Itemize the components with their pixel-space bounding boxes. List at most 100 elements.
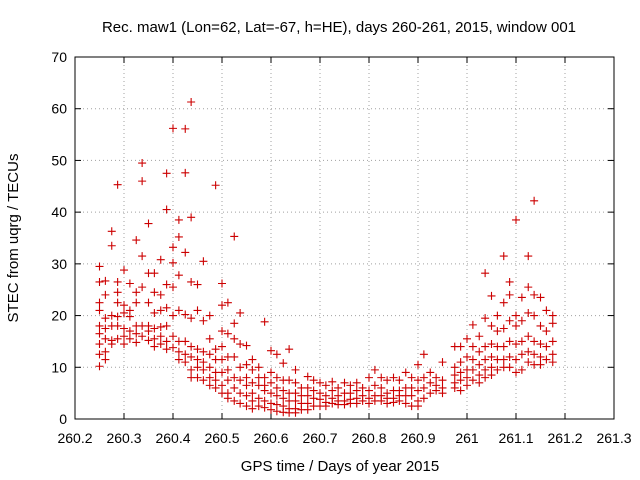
data-point [401, 368, 410, 377]
data-point [426, 389, 435, 398]
data-point [365, 399, 373, 408]
data-point [463, 334, 471, 343]
data-point [548, 311, 557, 320]
data-point [530, 290, 539, 299]
data-point [242, 381, 251, 390]
data-point [450, 371, 459, 380]
data-point [113, 298, 122, 307]
data-point [493, 327, 502, 336]
data-point [395, 376, 404, 385]
data-point [150, 334, 159, 343]
data-point [125, 327, 134, 336]
data-point [487, 340, 496, 349]
data-point [138, 332, 147, 341]
data-point [174, 215, 183, 224]
data-point [138, 283, 147, 292]
data-point [309, 376, 318, 385]
data-point [120, 266, 128, 275]
data-point [218, 381, 226, 390]
data-point [267, 346, 275, 355]
data-point [340, 400, 349, 409]
data-point [291, 389, 300, 398]
data-point [162, 303, 171, 312]
data-point [517, 293, 526, 302]
data-point [169, 258, 177, 267]
data-point [334, 383, 343, 392]
data-point [156, 322, 165, 331]
data-point [169, 343, 177, 352]
data-point [218, 368, 226, 377]
data-point [156, 332, 165, 341]
data-point [468, 376, 477, 385]
data-point [101, 276, 110, 285]
x-tick-label: 261 [455, 430, 479, 446]
data-point [438, 376, 447, 385]
data-point [272, 373, 281, 382]
data-point [162, 321, 171, 330]
data-point [205, 350, 214, 359]
data-point [218, 342, 226, 351]
data-point [211, 376, 220, 385]
data-point [536, 321, 545, 330]
y-tick-label: 20 [51, 308, 67, 324]
data-point [193, 280, 202, 289]
data-point [463, 352, 471, 361]
data-point [377, 396, 386, 405]
plot-area-border [74, 56, 615, 420]
data-point [370, 365, 379, 374]
data-point [389, 373, 398, 382]
data-point [481, 365, 490, 374]
data-point [187, 97, 196, 106]
data-point [181, 310, 190, 319]
data-point [218, 301, 226, 310]
data-point [426, 378, 435, 387]
data-point [120, 308, 128, 317]
data-point [150, 342, 159, 351]
data-point [401, 399, 410, 408]
data-point [174, 347, 183, 356]
data-point [316, 395, 324, 404]
data-point [499, 252, 508, 261]
data-point [279, 359, 288, 368]
data-point [113, 277, 122, 286]
data-point [181, 124, 190, 133]
data-point [187, 365, 196, 374]
data-point [138, 177, 147, 186]
data-point [162, 280, 171, 289]
data-point [132, 329, 141, 338]
data-point [505, 363, 514, 372]
data-point [101, 355, 110, 364]
data-point [236, 376, 245, 385]
data-point [524, 252, 533, 261]
data-point [267, 405, 275, 414]
data-point [95, 340, 104, 349]
data-point [395, 396, 404, 405]
data-point [414, 360, 422, 369]
data-point [487, 352, 496, 361]
data-point [260, 403, 269, 412]
data-point [162, 337, 171, 346]
data-point [481, 373, 490, 382]
data-point [303, 383, 312, 392]
data-point [383, 376, 392, 385]
data-point [542, 355, 551, 364]
data-point [132, 298, 141, 307]
data-point [358, 383, 367, 392]
data-point [254, 402, 263, 411]
data-point [475, 347, 484, 356]
x-tick-label: 260.8 [351, 430, 386, 446]
data-point [107, 227, 116, 236]
data-point [370, 381, 379, 390]
data-point [407, 383, 416, 392]
data-point [95, 277, 104, 286]
data-point [468, 355, 477, 364]
data-point [328, 399, 337, 408]
data-point [407, 373, 416, 382]
x-tick-label: 260.5 [204, 430, 239, 446]
gridlines [75, 57, 614, 419]
data-point [218, 279, 226, 288]
data-point [548, 358, 557, 367]
data-point [125, 334, 134, 343]
data-point [218, 355, 226, 364]
